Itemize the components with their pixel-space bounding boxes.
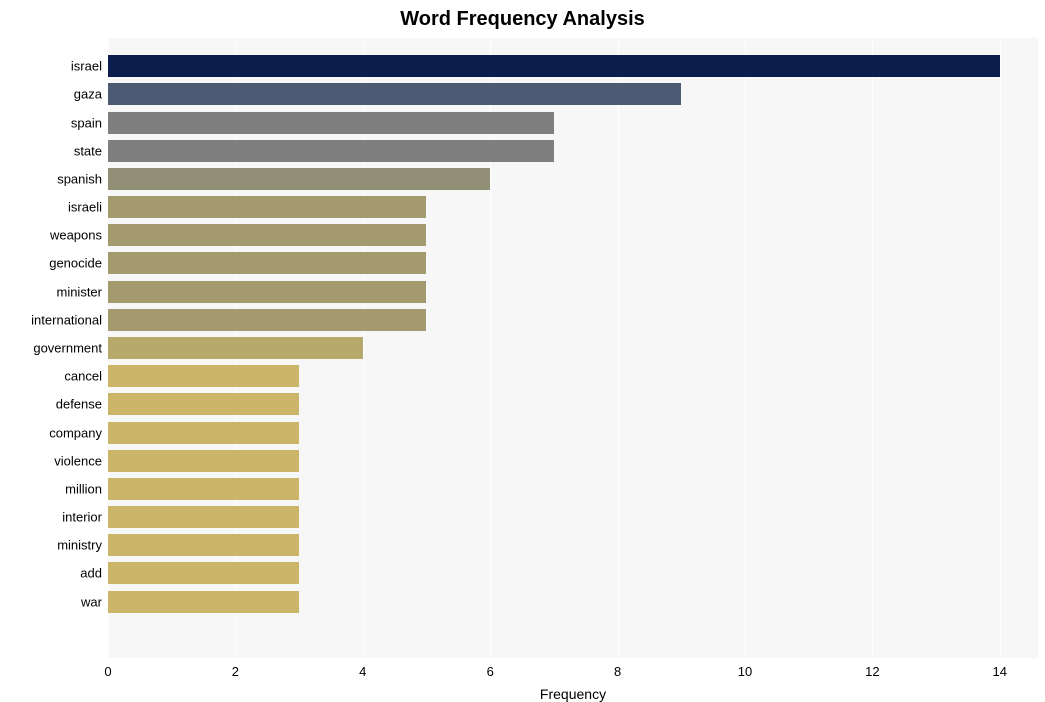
bar	[108, 196, 426, 218]
chart-container: Word Frequency Analysis 02468101214israe…	[0, 0, 1045, 701]
bar	[108, 55, 1000, 77]
gridline	[872, 38, 873, 658]
y-category-label: weapons	[50, 228, 108, 243]
x-tick-label: 8	[614, 658, 621, 679]
bar	[108, 365, 299, 387]
y-category-label: add	[80, 566, 108, 581]
bar	[108, 83, 681, 105]
y-category-label: war	[81, 594, 108, 609]
bar	[108, 534, 299, 556]
y-category-label: cancel	[64, 369, 108, 384]
bar	[108, 281, 426, 303]
bar	[108, 506, 299, 528]
bar	[108, 337, 363, 359]
y-category-label: israel	[71, 59, 108, 74]
gridline	[618, 38, 619, 658]
bar	[108, 252, 426, 274]
y-category-label: spain	[71, 115, 108, 130]
y-category-label: million	[65, 481, 108, 496]
bar	[108, 112, 554, 134]
x-tick-label: 10	[738, 658, 752, 679]
y-category-label: international	[31, 312, 108, 327]
y-category-label: genocide	[49, 256, 108, 271]
x-tick-label: 14	[993, 658, 1007, 679]
y-category-label: violence	[54, 453, 108, 468]
bar	[108, 422, 299, 444]
bar	[108, 309, 426, 331]
y-category-label: defense	[56, 397, 108, 412]
x-tick-label: 0	[104, 658, 111, 679]
plot-area: 02468101214israelgazaspainstatespanishis…	[108, 38, 1038, 658]
x-tick-label: 2	[232, 658, 239, 679]
y-category-label: israeli	[68, 200, 108, 215]
y-category-label: state	[74, 143, 108, 158]
y-category-label: ministry	[57, 538, 108, 553]
x-tick-label: 6	[487, 658, 494, 679]
bar	[108, 450, 299, 472]
chart-title: Word Frequency Analysis	[0, 8, 1045, 31]
gridline	[745, 38, 746, 658]
y-category-label: company	[49, 425, 108, 440]
x-tick-label: 12	[865, 658, 879, 679]
y-category-label: government	[33, 341, 108, 356]
bar	[108, 562, 299, 584]
gridline	[1000, 38, 1001, 658]
y-category-label: interior	[62, 510, 108, 525]
y-category-label: minister	[56, 284, 108, 299]
x-tick-label: 4	[359, 658, 366, 679]
x-axis-label: Frequency	[108, 686, 1038, 702]
bar	[108, 393, 299, 415]
bar	[108, 591, 299, 613]
bar	[108, 478, 299, 500]
bar	[108, 224, 426, 246]
y-category-label: gaza	[74, 87, 108, 102]
y-category-label: spanish	[57, 171, 108, 186]
bar	[108, 140, 554, 162]
bar	[108, 168, 490, 190]
